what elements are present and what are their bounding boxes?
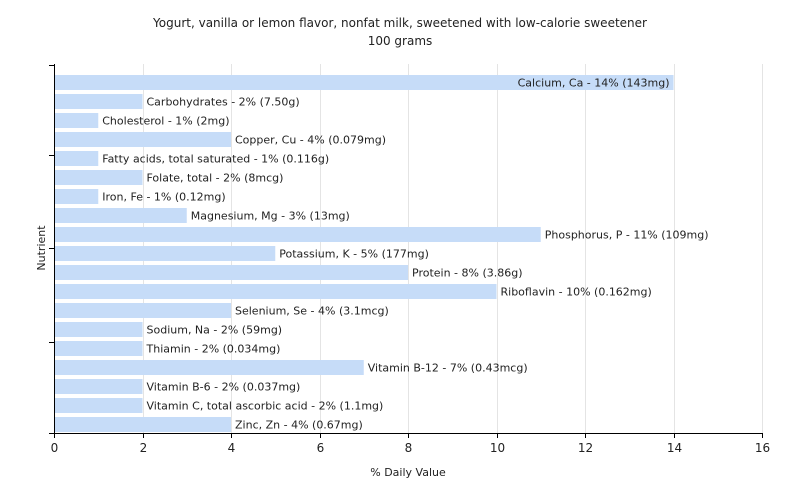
x-tick-label: 16 (755, 441, 770, 455)
bar-label: Vitamin B-12 - 7% (0.43mcg) (368, 362, 528, 375)
bar (55, 322, 143, 337)
bar (55, 341, 143, 356)
bar (55, 379, 143, 394)
y-axis-label: Nutrient (35, 225, 48, 271)
x-tick-label: 2 (140, 441, 148, 455)
bar-labels: Calcium, Ca - 14% (143mg) Carbohydrates -… (102, 77, 708, 432)
bar-label: Cholesterol - 1% (2mg) (102, 115, 229, 128)
bar-label: Iron, Fe - 1% (0.12mg) (102, 191, 225, 204)
bar (55, 227, 541, 242)
bar (55, 75, 674, 90)
bar (55, 151, 99, 166)
bar-label: Fatty acids, total saturated - 1% (0.116… (102, 153, 329, 166)
bar (55, 208, 187, 223)
bar (55, 94, 143, 109)
bar (55, 284, 497, 299)
bar-label: Sodium, Na - 2% (59mg) (147, 324, 283, 337)
axes: 0 2 4 6 8 10 12 14 16 (49, 64, 770, 455)
bar (55, 360, 364, 375)
bar-label: Phosphorus, P - 11% (109mg) (545, 229, 709, 242)
bar (55, 398, 143, 413)
bar (55, 417, 231, 432)
chart-subtitle: 100 grams (368, 34, 433, 48)
bar (55, 265, 408, 280)
x-axis-label: % Daily Value (370, 466, 446, 479)
bar-label: Potassium, K - 5% (177mg) (279, 248, 429, 261)
bar-label: Thiamin - 2% (0.034mg) (146, 343, 281, 356)
bar-label: Carbohydrates - 2% (7.50g) (147, 96, 300, 109)
x-tick-label: 10 (490, 441, 505, 455)
x-tick-label: 0 (51, 441, 59, 455)
bar (55, 113, 99, 128)
bar-label: Copper, Cu - 4% (0.079mg) (235, 134, 386, 147)
x-tick-label: 14 (667, 441, 682, 455)
bar (55, 132, 231, 147)
bar-label: Selenium, Se - 4% (3.1mcg) (235, 305, 389, 318)
bar (55, 170, 143, 185)
grid (143, 64, 763, 433)
bar-label: Riboflavin - 10% (0.162mg) (501, 286, 652, 299)
chart-title: Yogurt, vanilla or lemon flavor, nonfat … (152, 16, 647, 30)
x-tick-label: 12 (578, 441, 593, 455)
x-tick-label: 6 (317, 441, 325, 455)
bars (55, 75, 674, 432)
bar-label: Vitamin C, total ascorbic acid - 2% (1.1… (147, 400, 384, 413)
bar (55, 246, 276, 261)
bar (55, 189, 99, 204)
bar-label: Folate, total - 2% (8mcg) (147, 172, 284, 185)
bar-label: Vitamin B-6 - 2% (0.037mg) (147, 381, 301, 394)
bar-label: Magnesium, Mg - 3% (13mg) (191, 210, 350, 223)
x-tick-label: 8 (405, 441, 413, 455)
x-tick-label: 4 (228, 441, 236, 455)
bar-label: Calcium, Ca - 14% (143mg) (518, 77, 670, 90)
bar (55, 303, 231, 318)
bar-label: Zinc, Zn - 4% (0.67mg) (235, 419, 363, 432)
bar-label: Protein - 8% (3.86g) (412, 267, 523, 280)
